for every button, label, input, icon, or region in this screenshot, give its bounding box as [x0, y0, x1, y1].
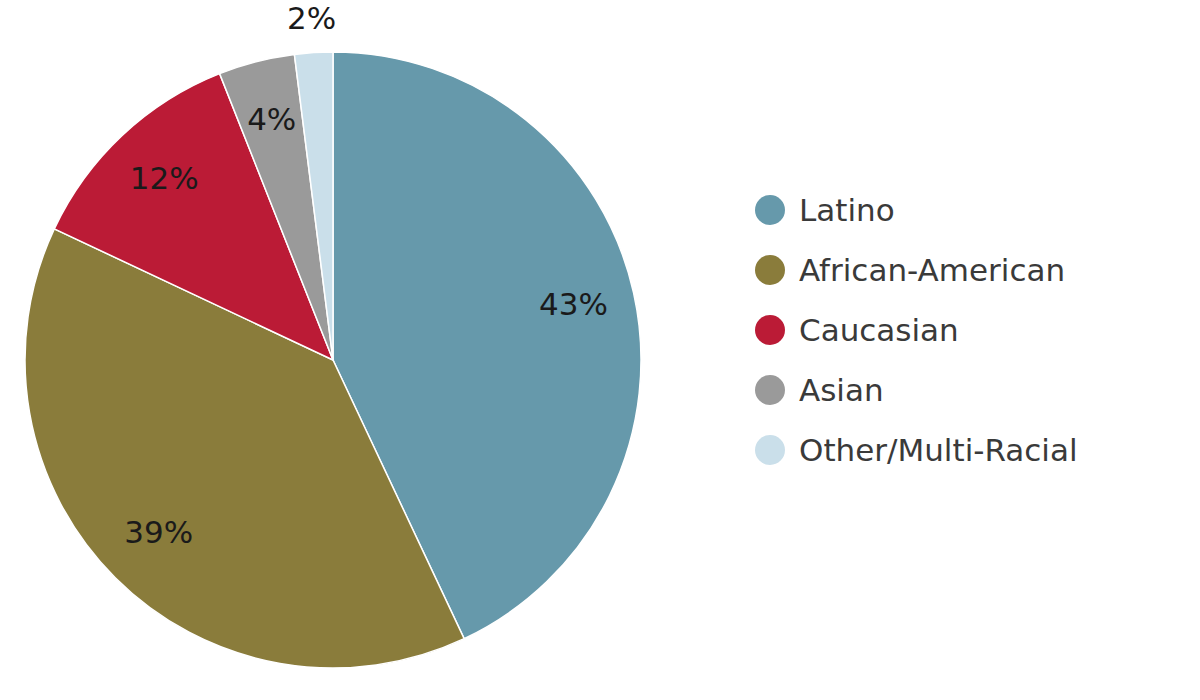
- html-text:African-American: African-American: [799, 252, 1066, 288]
- svg-text:39%: 39%: [124, 514, 193, 550]
- html-text:Asian: Asian: [799, 372, 884, 408]
- html-text:Other/Multi-Racial: Other/Multi-Racial: [799, 432, 1078, 468]
- svg-text:4%: 4%: [247, 101, 296, 137]
- html-text:Caucasian: Caucasian: [799, 312, 959, 348]
- svg-text:12%: 12%: [130, 160, 199, 196]
- html-text:Latino: Latino: [799, 192, 895, 228]
- svg-text:2%: 2%: [287, 0, 336, 36]
- svg-text:43%: 43%: [539, 286, 608, 322]
